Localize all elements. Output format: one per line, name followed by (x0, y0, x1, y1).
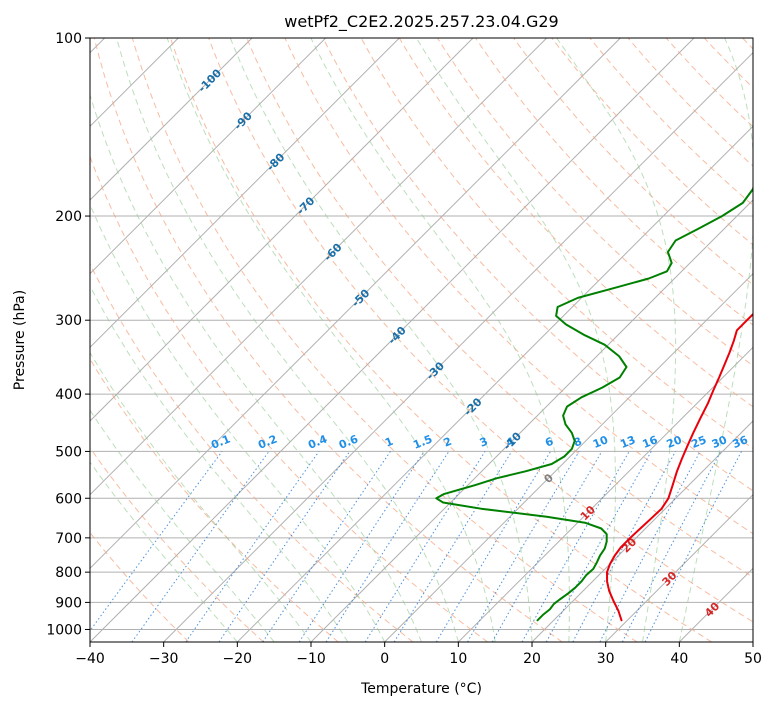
dry-adiabat-line (398, 38, 753, 408)
x-axis-title: Temperature (°C) (360, 681, 482, 697)
dewpoint-profile-line (435, 184, 753, 622)
x-tick-label: 10 (449, 651, 467, 667)
y-tick-label: 800 (55, 565, 82, 581)
y-axis-title: Pressure (hPa) (12, 290, 28, 390)
x-tick-label: 40 (670, 651, 688, 667)
isotherm-line (90, 38, 474, 422)
x-tick-label: 30 (597, 651, 615, 667)
dry-adiabat-line (208, 38, 753, 623)
y-tick-label: 900 (55, 595, 82, 611)
mixing-ratio-label: 13 (618, 433, 637, 451)
mixing-ratio-label: 1 (383, 435, 395, 450)
mixing-ratio-label: 20 (665, 433, 684, 451)
isotherm-line (163, 51, 753, 642)
mixing-ratio-label: 3 (478, 435, 490, 450)
mixing-ratio-line (491, 451, 603, 642)
mixing-ratio-line (545, 451, 652, 642)
dry-adiabat-line (246, 38, 753, 578)
moist-adiabat-line (229, 38, 533, 642)
mixing-ratio-label: 16 (640, 433, 659, 451)
dry-adiabat-line (627, 38, 753, 167)
y-tick-label: 600 (55, 491, 82, 507)
mixing-ratio-line (435, 451, 552, 642)
moist-adiabat-line (90, 461, 238, 642)
plot-frame (89, 37, 754, 643)
x-tick-label: −20 (223, 651, 253, 667)
mixing-ratio-line (90, 451, 223, 632)
mixing-ratio-line (572, 451, 676, 642)
mixing-ratio-line (218, 451, 351, 642)
chart-title: wetPf2_C2E2.2025.257.23.04.G29 (284, 12, 558, 32)
mixing-ratio-label: 10 (591, 433, 610, 451)
mixing-ratio-line (364, 451, 486, 642)
dry-adiabat-line (322, 38, 753, 492)
moist-adiabat-line (310, 38, 570, 642)
x-tick-label: 50 (744, 651, 762, 667)
dry-adiabat-line (90, 262, 414, 642)
plot-area: 0.1 0.2 0.4 0.6 1 1.5 2 3 4 6 8 10 13 16 20 25 30 36-100-… (90, 38, 753, 642)
temperature-profile-line (606, 312, 753, 622)
mixing-ratio-label: 30 (710, 433, 729, 451)
isotherm-line (236, 125, 753, 642)
isotherm-line (90, 38, 400, 349)
dry-adiabat-line (90, 446, 264, 642)
isotherm-line (384, 272, 753, 642)
axes: −40 −30 −20 −10 0 10 20 30 40 50 100 200 300 400 500 60… (46, 31, 762, 667)
dry-adiabat-line (131, 38, 638, 642)
mixing-ratio-label: 36 (731, 433, 750, 451)
x-tick-label: −40 (75, 651, 105, 667)
isotherm-line (531, 420, 753, 642)
isotherm-line (457, 346, 753, 642)
mixing-ratio-line (467, 451, 580, 642)
isotherm-line (90, 38, 621, 570)
mixing-ratio-line (521, 451, 630, 642)
isotherm-line (90, 38, 548, 496)
mixing-ratio-label: 8 (572, 435, 584, 450)
mixing-ratio-label: 2 (442, 435, 454, 450)
y-tick-label: 200 (55, 209, 82, 225)
y-tick-label: 300 (55, 313, 82, 329)
moist-adiabat-line (90, 351, 312, 642)
mixing-ratio-label: 25 (689, 433, 708, 451)
moist-adiabat-line (90, 93, 422, 642)
moist-adiabat-line (678, 38, 753, 642)
moist-adiabat-line (116, 38, 459, 642)
y-tick-label: 100 (55, 31, 82, 47)
dry-adiabat-line (475, 38, 753, 326)
moist-adiabat-line (556, 38, 677, 642)
x-tick-label: 0 (380, 651, 389, 667)
dry-adiabat-line (93, 38, 563, 642)
moist-adiabat-line (90, 284, 349, 642)
x-tick-label: −10 (296, 651, 326, 667)
y-tick-label: 500 (55, 444, 82, 460)
x-tick-label: −30 (149, 651, 179, 667)
isotherm-line (605, 493, 753, 642)
y-tick-label: 700 (55, 531, 82, 547)
moist-adiabat-line (90, 203, 386, 642)
moist-adiabat-line (90, 409, 275, 642)
isotherm-line (90, 38, 695, 642)
moist-adiabat-line (415, 38, 616, 642)
mixing-ratio-line (393, 451, 513, 642)
y-tick-label: 1000 (46, 622, 82, 638)
mixing-ratio-line (131, 451, 270, 642)
isotherm-line (90, 38, 327, 275)
dry-adiabat-line (360, 38, 753, 450)
dry-adiabat-line (513, 38, 753, 286)
moist-adiabat-line (166, 38, 496, 642)
y-tick-label: 400 (55, 387, 82, 403)
mixing-ratio-line (325, 451, 450, 642)
x-tick-label: 20 (523, 651, 541, 667)
